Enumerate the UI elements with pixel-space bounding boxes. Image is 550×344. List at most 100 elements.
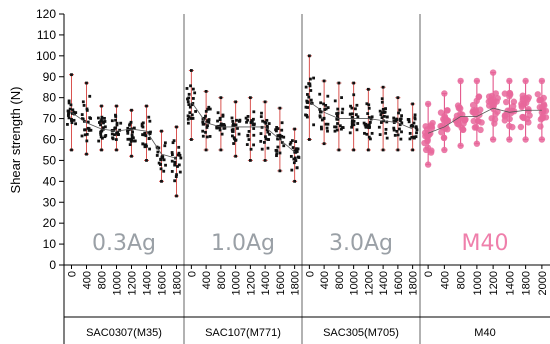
data-point <box>352 148 356 152</box>
data-point <box>157 161 161 165</box>
data-point <box>141 133 144 137</box>
data-point <box>381 107 385 111</box>
data-point <box>398 117 402 121</box>
data-point <box>142 133 146 137</box>
data-point <box>99 132 103 136</box>
data-point <box>413 113 417 117</box>
data-point <box>319 110 323 114</box>
data-point <box>191 117 195 120</box>
x-tick-label: 800 <box>216 271 228 289</box>
data-point <box>414 135 418 139</box>
data-point <box>407 120 411 124</box>
panel-label: 3.0Ag <box>329 231 393 256</box>
data-point <box>85 152 88 156</box>
x-tick-label: 1200 <box>127 271 139 295</box>
data-point <box>173 163 177 167</box>
data-point <box>80 134 84 138</box>
data-point <box>88 94 92 98</box>
data-point <box>263 100 267 104</box>
data-point <box>324 122 328 126</box>
data-point <box>365 102 369 106</box>
data-point <box>193 91 197 95</box>
data-point <box>275 154 278 158</box>
data-point <box>385 120 389 124</box>
data-point <box>141 142 145 146</box>
data-point <box>457 77 464 85</box>
panel-label: 0.3Ag <box>92 231 156 256</box>
data-point <box>187 92 191 96</box>
data-point <box>340 111 344 115</box>
data-point <box>398 127 401 131</box>
data-point <box>475 118 482 125</box>
data-point <box>115 104 118 108</box>
data-point <box>189 117 193 120</box>
data-point <box>309 98 313 102</box>
data-point <box>247 138 251 141</box>
data-point <box>296 155 300 159</box>
data-point <box>248 96 252 100</box>
data-point <box>411 148 415 152</box>
data-point <box>384 127 388 131</box>
data-point <box>174 175 178 179</box>
data-point <box>206 124 209 127</box>
data-point <box>336 107 340 111</box>
data-point <box>398 108 402 112</box>
data-point <box>473 77 481 85</box>
data-point <box>219 122 223 126</box>
data-point <box>520 114 527 122</box>
chart-marks <box>66 54 550 198</box>
data-point <box>187 103 191 107</box>
data-point <box>202 122 206 126</box>
data-point <box>114 118 117 122</box>
data-point <box>261 119 265 123</box>
data-point <box>381 85 385 89</box>
data-point <box>231 119 235 123</box>
data-point <box>324 103 328 107</box>
data-point <box>312 123 316 127</box>
data-point <box>398 123 402 127</box>
data-point <box>396 96 400 100</box>
data-point <box>186 100 190 104</box>
x-tick-label: 1800 <box>290 271 302 295</box>
data-point <box>177 163 181 167</box>
data-point <box>367 124 370 127</box>
data-point <box>201 120 205 124</box>
data-point <box>147 131 151 135</box>
data-point <box>280 141 284 144</box>
x-tick-label: 400 <box>82 271 94 289</box>
data-point <box>364 125 368 129</box>
data-point <box>291 146 295 149</box>
data-point <box>334 125 338 129</box>
data-point <box>249 147 253 151</box>
data-point <box>441 146 448 154</box>
data-point <box>188 111 192 115</box>
data-point <box>383 110 387 114</box>
data-point <box>413 136 416 140</box>
data-point <box>232 142 236 145</box>
data-point <box>252 117 255 121</box>
data-point <box>143 145 147 149</box>
data-point <box>427 149 435 156</box>
data-point <box>85 139 89 143</box>
data-point <box>539 112 547 120</box>
data-point <box>326 106 330 110</box>
data-point <box>424 100 432 108</box>
data-point <box>356 122 360 125</box>
data-point <box>392 116 396 120</box>
data-point <box>366 112 370 115</box>
group-label: SAC305(M705) <box>323 327 399 339</box>
x-tick-label: 400 <box>201 271 213 289</box>
data-point <box>407 118 411 121</box>
data-point <box>267 122 271 125</box>
data-point <box>304 85 308 89</box>
data-point <box>129 140 133 143</box>
data-point <box>66 114 70 117</box>
data-point <box>350 106 354 110</box>
data-point <box>337 81 341 85</box>
data-point <box>380 100 384 104</box>
data-point <box>207 118 211 121</box>
data-point <box>429 119 436 127</box>
mean-line <box>309 101 413 130</box>
data-point <box>352 81 356 85</box>
data-point <box>356 115 360 119</box>
